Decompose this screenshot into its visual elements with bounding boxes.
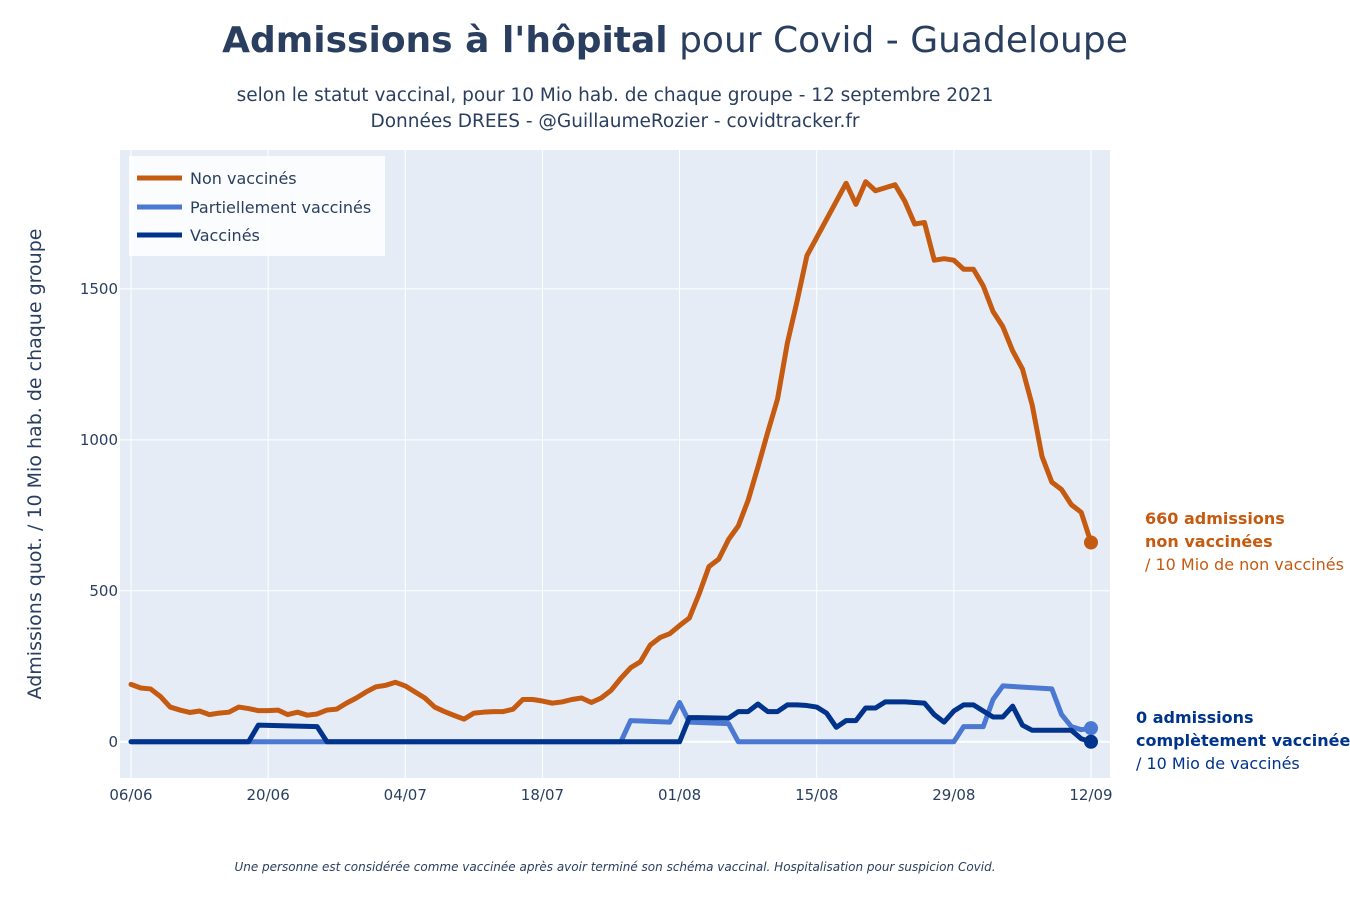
series-end-marker-1 bbox=[1084, 721, 1098, 736]
series-end-marker-2 bbox=[1084, 734, 1098, 749]
annotation-non-vaccines-line-1: 660 admissions bbox=[1145, 509, 1285, 528]
legend-item-partiellement-vaccines[interactable]: Partiellement vaccinés bbox=[137, 198, 371, 217]
annotation-non-vaccines-line-2: non vaccinées bbox=[1145, 532, 1273, 551]
chart-subtitle-2: Données DREES - @GuillaumeRozier - covid… bbox=[370, 111, 859, 132]
legend: Non vaccinés Partiellement vaccinés Vacc… bbox=[129, 156, 385, 256]
series-line-2 bbox=[128, 699, 1094, 745]
series-line-1 bbox=[128, 683, 1094, 745]
annotation-non-vaccines-line-3: / 10 Mio de non vaccinés bbox=[1145, 555, 1344, 574]
series-end-marker-0 bbox=[1084, 535, 1098, 550]
legend-label-non-vaccines: Non vaccinés bbox=[190, 169, 297, 188]
annotation-non-vaccines: 660 admissions non vaccinées / 10 Mio de… bbox=[1145, 509, 1344, 574]
legend-item-vaccines[interactable]: Vaccinés bbox=[137, 226, 260, 245]
y-axis: 0 500 1000 1500 bbox=[80, 280, 118, 751]
chart-subtitle-1: selon le statut vaccinal, pour 10 Mio ha… bbox=[237, 85, 994, 106]
y-tick-label: 0 bbox=[108, 733, 118, 751]
footnote: Une personne est considérée comme vaccin… bbox=[234, 860, 995, 874]
annotation-vaccines: 0 admissions complètement vaccinée / 10 … bbox=[1136, 708, 1350, 773]
series-line-0 bbox=[128, 179, 1094, 722]
annotation-vaccines-line-1: 0 admissions bbox=[1136, 708, 1254, 727]
legend-label-vaccines: Vaccinés bbox=[190, 226, 260, 245]
x-tick-label: 01/08 bbox=[658, 786, 701, 804]
series-layer bbox=[128, 179, 1098, 749]
y-tick-label: 500 bbox=[89, 582, 118, 600]
legend-item-non-vaccines[interactable]: Non vaccinés bbox=[137, 169, 297, 188]
x-tick-label: 06/06 bbox=[109, 786, 152, 804]
annotation-vaccines-line-3: / 10 Mio de vaccinés bbox=[1136, 754, 1300, 773]
chart-title: Admissions à l'hôpital pour Covid - Guad… bbox=[222, 20, 1128, 61]
x-tick-label: 15/08 bbox=[795, 786, 838, 804]
y-tick-label: 1000 bbox=[80, 431, 118, 449]
x-tick-label: 12/09 bbox=[1069, 786, 1112, 804]
x-tick-label: 29/08 bbox=[932, 786, 975, 804]
annotation-vaccines-line-2: complètement vaccinée bbox=[1136, 731, 1350, 750]
y-tick-label: 1500 bbox=[80, 280, 118, 298]
legend-label-partiellement-vaccines: Partiellement vaccinés bbox=[190, 198, 371, 217]
x-tick-label: 18/07 bbox=[521, 786, 564, 804]
x-tick-label: 04/07 bbox=[384, 786, 427, 804]
x-tick-label: 20/06 bbox=[247, 786, 290, 804]
x-axis: 06/06 20/06 04/07 18/07 01/08 15/08 29/08 12/09 bbox=[109, 786, 1112, 804]
y-axis-label: Admissions quot. / 10 Mio hab. de chaque… bbox=[24, 229, 46, 700]
